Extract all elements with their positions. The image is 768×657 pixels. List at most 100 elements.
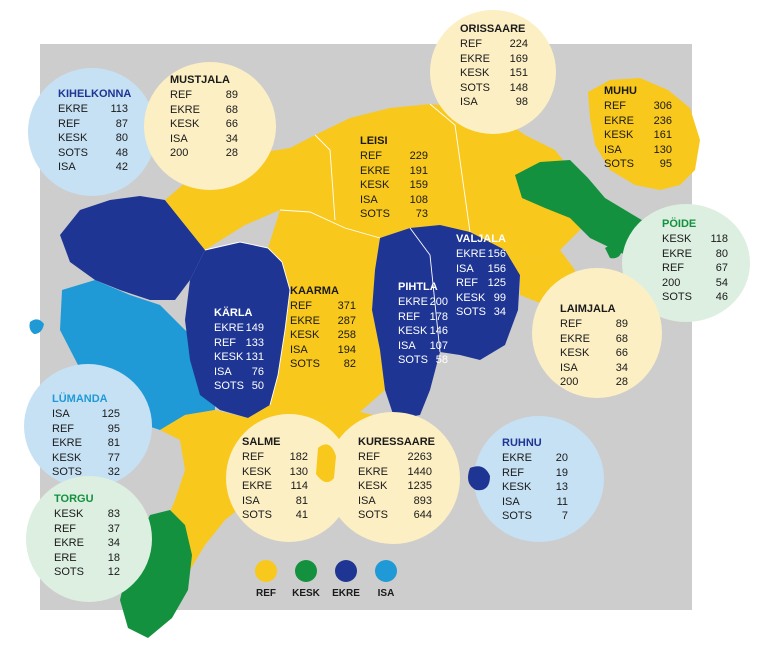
party: KESK [398, 325, 428, 338]
party: REF [52, 422, 74, 435]
row: EKRE 81 [52, 436, 120, 450]
panel-poide: PÖIDE KESK 118 EKRE 80 REF 67 200 54 SOTS 46 [662, 217, 728, 304]
title-torgu: TORGU [54, 493, 94, 505]
votes: 76 [251, 365, 264, 378]
row: EKRE 191 [360, 164, 428, 178]
panel-salme: SALME REF 182 KESK 130 EKRE 114 ISA 81 SOTS 4… [242, 435, 308, 522]
votes: 644 [413, 509, 432, 522]
votes: 28 [615, 376, 628, 389]
row: ISA 11 [502, 495, 568, 509]
votes: 89 [225, 89, 238, 102]
party: EKRE [560, 332, 590, 345]
legend-label-isa: ISA [377, 588, 395, 599]
party: KESK [358, 480, 388, 493]
row: ISA 108 [360, 193, 428, 207]
panel-lumanda: LÜMANDA ISA 125 REF 95 EKRE 81 KESK 77 SOTS 3… [52, 392, 120, 479]
circle-laimjala [532, 268, 662, 398]
party: REF [360, 150, 382, 163]
party: SOTS [604, 158, 634, 171]
legend-label-ekre: EKRE [332, 588, 360, 599]
row: KESK 1235 [358, 479, 432, 493]
row: SOTS 95 [604, 157, 672, 171]
votes: 194 [337, 343, 356, 356]
party: KESK [242, 465, 272, 478]
votes: 287 [337, 314, 356, 327]
region-isa-islet [29, 319, 44, 334]
row: REF 2263 [358, 450, 432, 464]
panel-mustjala: MUSTJALA REF 89 EKRE 68 KESK 66 ISA 34 200 28 [170, 73, 238, 160]
region-ref-kaarma [268, 210, 385, 420]
votes: 34 [615, 361, 628, 374]
votes: 89 [615, 318, 628, 331]
circle-lumanda [24, 364, 152, 488]
votes: 66 [615, 347, 628, 360]
circle-torgu [26, 476, 152, 602]
title-poide: PÖIDE [662, 218, 697, 230]
votes: 67 [715, 262, 728, 275]
title-mustjala: MUSTJALA [170, 74, 230, 86]
legend-dot-ref [255, 560, 277, 582]
panel-kaarma: KAARMA REF 371 EKRE 287 KESK 258 ISA 194 SOT… [290, 284, 356, 371]
party: REF [358, 451, 380, 464]
row: SOTS 48 [58, 146, 128, 160]
title-leisi: LEISI [360, 135, 388, 147]
region-ref-north [165, 104, 590, 260]
party: KESK [560, 347, 590, 360]
region-kesk-islet [605, 245, 622, 259]
party: REF [398, 310, 420, 323]
row: KESK 80 [58, 131, 128, 145]
title-kuressaare: KURESSAARE [358, 436, 436, 448]
row: KESK 159 [360, 178, 428, 192]
row: KESK 13 [502, 480, 568, 494]
party: ISA [58, 161, 76, 174]
party: EKRE [460, 52, 490, 65]
legend-dot-kesk [295, 560, 317, 582]
party: ISA [358, 494, 376, 507]
votes: 236 [653, 114, 672, 127]
row: SOTS 644 [358, 508, 432, 522]
border-line [204, 241, 291, 406]
row: REF 67 [662, 261, 728, 275]
legend-label-kesk: KESK [292, 588, 320, 599]
party: REF [456, 277, 478, 290]
row: KESK 151 [460, 66, 528, 80]
row: REF 125 [456, 276, 506, 290]
row: EKRE 149 [214, 321, 264, 335]
row: SOTS 41 [242, 508, 308, 522]
party: REF [58, 117, 80, 130]
party: KESK [662, 233, 692, 246]
circle-kihelkonna [28, 68, 156, 196]
votes: 371 [337, 300, 356, 313]
region-ekre-ruhnu-island [468, 466, 490, 491]
votes: 149 [245, 322, 264, 335]
row: EKRE 68 [560, 332, 628, 346]
votes: 73 [415, 208, 428, 221]
panel-kuressaare: KURESSAARE REF 2263 EKRE 1440 KESK 1235 ISA… [358, 435, 436, 522]
region-ekre-karla [185, 242, 290, 418]
row: REF 371 [290, 299, 356, 313]
party: 200 [662, 276, 681, 289]
row: SOTS 58 [398, 353, 448, 367]
votes: 156 [487, 248, 506, 261]
votes: 82 [343, 358, 356, 371]
title-laimjala: LAIMJALA [560, 303, 616, 315]
row: KESK 66 [170, 117, 238, 131]
votes: 258 [337, 329, 356, 342]
party: SOTS [52, 466, 82, 479]
region-ref-abruka-island [316, 444, 336, 483]
votes: 125 [101, 408, 120, 421]
votes: 34 [493, 306, 506, 319]
panel-kihelkonna: KIHELKONNA EKRE 113 REF 87 KESK 80 SOTS 48 I… [58, 87, 131, 174]
row: ISA 42 [58, 160, 128, 174]
votes: 19 [555, 466, 568, 479]
party: SOTS [456, 306, 486, 319]
votes: 12 [107, 566, 120, 579]
votes: 224 [509, 38, 528, 51]
legend: REF KESK EKRE ISA [248, 560, 404, 599]
party: EKRE [358, 465, 388, 478]
legend-dot-isa [375, 560, 397, 582]
votes: 77 [107, 451, 120, 464]
row: EKRE 287 [290, 314, 356, 328]
title-karla: KÄRLA [214, 307, 253, 319]
votes: 7 [561, 510, 568, 523]
